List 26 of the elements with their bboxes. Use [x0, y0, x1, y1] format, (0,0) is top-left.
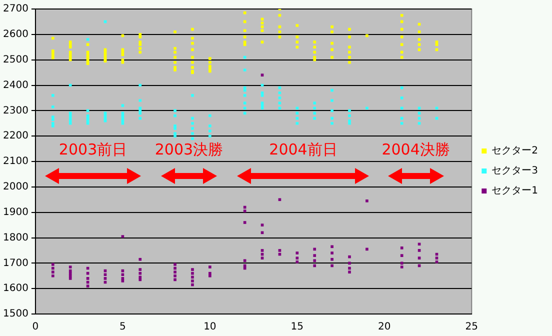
legend-label: セクター3	[492, 166, 538, 177]
y-tick-label: 2100	[2, 156, 28, 168]
y-tick-label: 1600	[2, 283, 28, 294]
y-tick-label: 1500	[2, 308, 28, 320]
annotation: 2003決勝	[154, 140, 224, 159]
y-tick-label: 2400	[2, 80, 28, 91]
annotation: 2003前日	[58, 140, 128, 159]
x-tick-label: 10	[204, 322, 216, 333]
annotation: 2004前日	[269, 140, 338, 159]
y-tick-label: 2300	[2, 105, 28, 116]
x-tick-label: 5	[120, 322, 126, 333]
x-tick-label: 25	[465, 322, 478, 333]
y-tick-label: 2700	[2, 4, 28, 15]
y-tick-label: 2500	[2, 54, 28, 66]
y-tick-label: 1900	[2, 206, 28, 218]
legend-label: セクター2	[492, 146, 538, 157]
y-tick-label: 2000	[2, 182, 28, 193]
y-tick-label: 1800	[2, 232, 28, 244]
annotation: 2004決勝	[382, 140, 450, 159]
y-tick-label: 2600	[2, 29, 28, 40]
x-tick-label: 15	[290, 322, 304, 333]
x-tick-label: 20	[378, 322, 391, 333]
y-tick-label: 2200	[2, 130, 28, 142]
legend-label: セクター1	[492, 186, 538, 197]
x-tick-label: 0	[32, 322, 39, 333]
y-tick-label: 1700	[2, 258, 28, 269]
